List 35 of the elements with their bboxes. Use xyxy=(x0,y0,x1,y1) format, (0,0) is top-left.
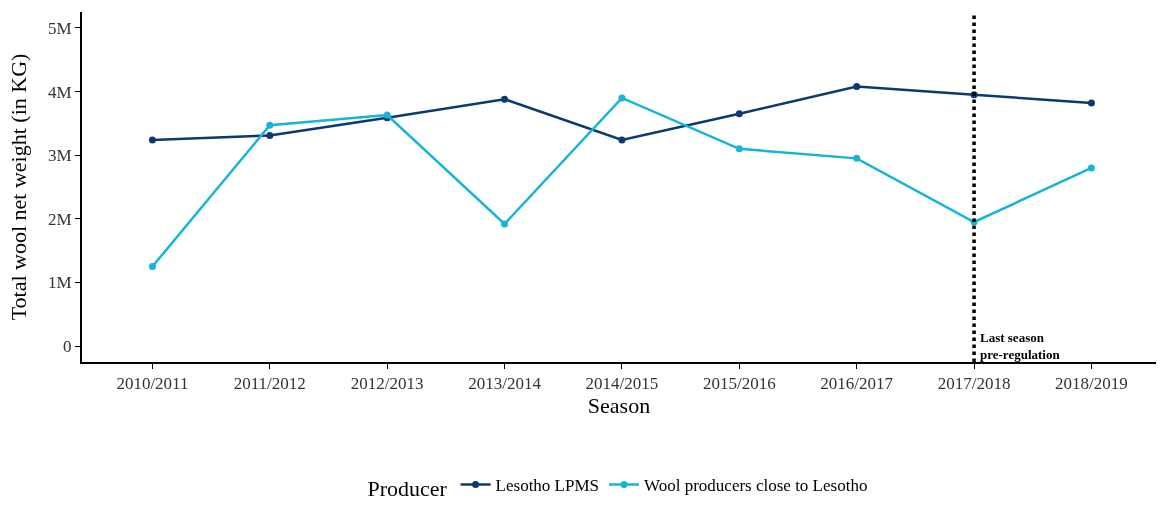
point xyxy=(501,95,509,103)
point xyxy=(501,220,509,228)
point xyxy=(266,131,274,139)
y-tick-label: 1M xyxy=(47,273,72,293)
y-tick-label: 0 xyxy=(63,337,72,357)
x-tick-label: 2013/2014 xyxy=(468,374,542,394)
y-tick-label: 3M xyxy=(47,146,72,166)
legend-label: Wool producers close to Lesotho xyxy=(644,476,868,496)
ref-line-label: Last season pre-regulation xyxy=(980,330,1061,362)
point xyxy=(853,82,861,90)
x-tick-label: 2016/2017 xyxy=(820,374,894,394)
point xyxy=(1087,164,1095,172)
x-tick-label: 2018/2019 xyxy=(1055,374,1128,394)
point xyxy=(853,154,861,162)
x-tick-label: 2014/2015 xyxy=(585,374,659,394)
x-tick-label: 2012/2013 xyxy=(350,374,424,394)
x-tick-label: 2015/2016 xyxy=(702,374,776,394)
legend-label: Lesotho LPMS xyxy=(495,476,600,496)
y-tick-label: 4M xyxy=(47,82,72,102)
y-tick-label: 5M xyxy=(47,18,72,38)
point xyxy=(735,145,743,153)
legend-title: Producer xyxy=(367,475,448,501)
point xyxy=(148,263,156,271)
y-tick-label: 2M xyxy=(47,209,72,229)
point xyxy=(618,94,626,102)
point xyxy=(148,136,156,144)
point xyxy=(735,110,743,118)
x-axis-title: Season xyxy=(587,393,651,419)
point xyxy=(266,121,274,129)
x-tick-label: 2011/2012 xyxy=(233,374,306,394)
x-tick-label: 2010/2011 xyxy=(116,374,189,394)
point xyxy=(1087,99,1095,107)
y-axis-title: Total wool net weight (in KG) xyxy=(6,53,32,321)
x-tick-label: 2017/2018 xyxy=(937,374,1011,394)
point xyxy=(618,136,626,144)
